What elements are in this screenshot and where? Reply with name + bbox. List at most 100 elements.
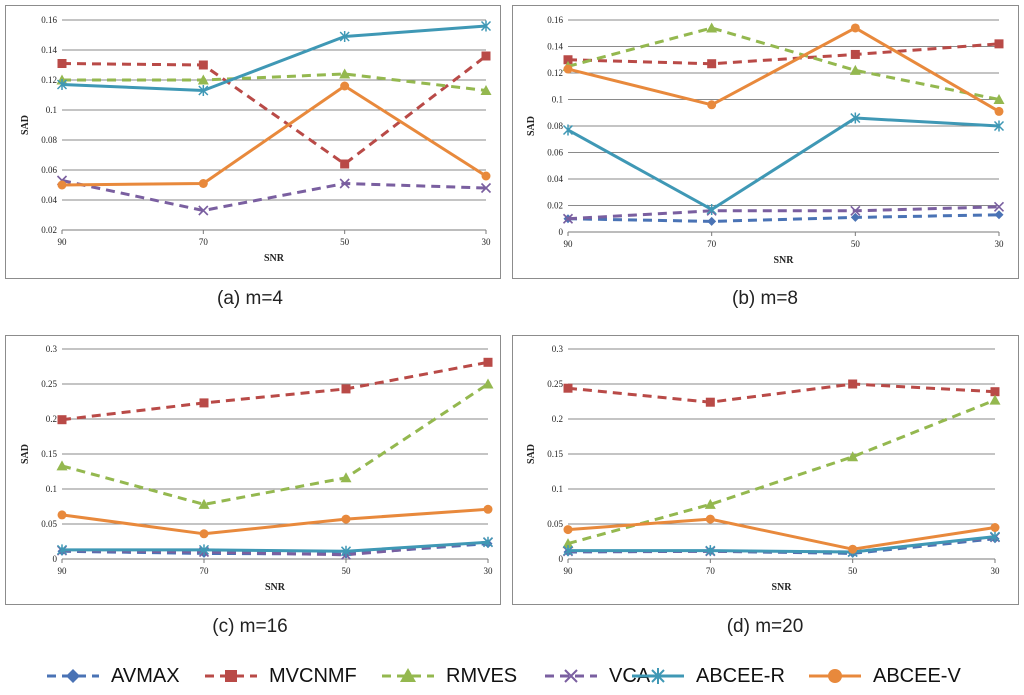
series-mvcnmf [563, 379, 1000, 407]
y-tick-label: 0.04 [41, 195, 57, 205]
data-point [341, 514, 351, 524]
y-tick-label: 0.14 [547, 42, 563, 52]
series-line [61, 54, 487, 166]
x-tick-label: 50 [342, 566, 352, 576]
data-point [481, 171, 491, 181]
series-rmves [56, 378, 494, 509]
legend-item-avmax: AVMAX [45, 661, 180, 691]
series-mvcnmf [563, 39, 1004, 69]
legend-swatch [545, 669, 597, 683]
series-line [567, 42, 1000, 66]
data-point [562, 124, 574, 136]
data-point [705, 545, 716, 557]
data-point [705, 514, 715, 524]
series-line [61, 24, 487, 92]
x-tick-label: 30 [995, 239, 1005, 249]
data-point [705, 397, 715, 407]
data-point [56, 79, 68, 90]
data-point [198, 205, 209, 216]
series-line [61, 540, 489, 557]
data-point [707, 216, 717, 226]
series-abcee-r [562, 531, 1001, 558]
series-line [567, 213, 1000, 223]
data-point [850, 212, 860, 222]
data-point [563, 64, 573, 74]
data-point [994, 39, 1004, 49]
legend-item-rmves: RMVES [380, 661, 517, 691]
y-tick-label: 0.04 [547, 174, 563, 184]
chart-panel-d [512, 335, 1019, 605]
y-tick-label: 0.05 [547, 519, 563, 529]
series-line [61, 84, 487, 187]
chart-panel-b [512, 5, 1019, 279]
legend-marker [66, 669, 80, 683]
data-point [57, 510, 67, 520]
data-point [56, 460, 68, 471]
legend-marker [564, 669, 578, 683]
legend-item-abcee-r: ABCEE-R [630, 661, 785, 691]
data-point [480, 20, 492, 32]
data-point [562, 538, 574, 549]
series-mvcnmf [57, 357, 493, 425]
x-axis-title: SNR [773, 255, 794, 266]
series-line [568, 535, 996, 554]
chart-c: 0 0.05 0.1 0.15 0.2 0.25 0.3 90 70 50 30 SNR SAD [20, 344, 494, 593]
data-point [562, 545, 574, 557]
data-point [563, 525, 573, 535]
y-tick-label: 0.25 [547, 379, 563, 389]
chart-panel-c [5, 335, 501, 605]
data-point [994, 106, 1004, 116]
legend-item-mvcnmf: MVCNMF [203, 661, 357, 691]
x-tick-label: 70 [706, 566, 716, 576]
data-point [993, 201, 1005, 212]
x-tick-label: 90 [58, 566, 68, 576]
y-tick-label: 0.3 [552, 344, 564, 354]
data-point [199, 398, 209, 408]
y-tick-label: 0.1 [46, 484, 57, 494]
series-abcee-r [56, 20, 492, 96]
series-vca [56, 175, 492, 216]
y-tick-label: 0.1 [46, 105, 57, 115]
data-point [850, 112, 861, 124]
series-line [62, 72, 487, 92]
y-tick-label: 0.12 [547, 68, 563, 78]
data-point [850, 23, 860, 33]
y-tick-label: 0 [559, 554, 564, 564]
data-point [339, 68, 351, 79]
data-point [989, 531, 1001, 543]
data-point [480, 85, 492, 95]
data-point [482, 536, 494, 548]
data-point [563, 383, 573, 393]
data-point [850, 205, 861, 216]
caption-d: (d) m=20 [726, 616, 804, 637]
legend-marker [651, 668, 665, 684]
legend-item-abcee-v: ABCEE-V [807, 661, 961, 691]
legend-label: RMVES [446, 664, 518, 687]
x-tick-label: 90 [564, 566, 574, 576]
y-tick-label: 0 [53, 554, 58, 564]
data-point [483, 357, 493, 367]
y-tick-label: 0.2 [552, 414, 563, 424]
y-tick-label: 0.14 [41, 45, 57, 55]
data-point [706, 203, 717, 215]
series-line [567, 205, 1000, 221]
data-point [704, 498, 716, 509]
series-line [567, 26, 1000, 101]
legend-swatch [205, 670, 257, 682]
series-line [567, 26, 1000, 113]
series-rmves [562, 22, 1005, 104]
x-tick-label: 30 [991, 566, 1001, 576]
data-point [199, 529, 209, 539]
y-tick-label: 0.15 [41, 449, 57, 459]
series-avmax [563, 210, 1004, 226]
series-abcee-v [57, 81, 491, 190]
y-axis-title: SAD [526, 444, 537, 464]
series-line [62, 540, 489, 553]
y-tick-label: 0.2 [46, 414, 57, 424]
y-tick-label: 0.1 [552, 95, 563, 105]
data-point [563, 55, 573, 65]
data-point [198, 85, 209, 96]
data-point [989, 394, 1001, 405]
